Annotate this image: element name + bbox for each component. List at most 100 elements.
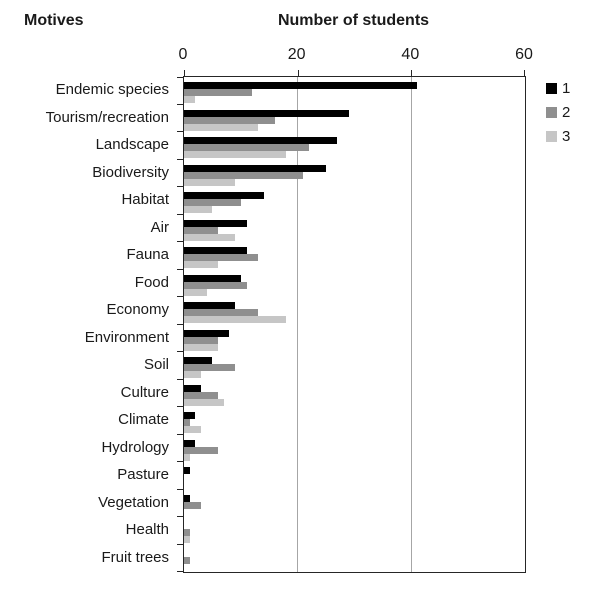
bar-series1-vegetation (184, 494, 190, 502)
y-tick-mark (177, 241, 184, 242)
bar-series1-economy (184, 302, 236, 309)
category-label-fruit-trees: Fruit trees (101, 548, 169, 566)
category-label-endemic-species: Endemic species (55, 81, 169, 99)
y-tick-mark (177, 406, 184, 407)
y-tick-mark (177, 544, 184, 545)
bar-series2-culture (184, 391, 219, 399)
y-tick-mark (177, 296, 184, 297)
y-tick-mark (177, 516, 184, 517)
legend-label-3: 3 (562, 127, 571, 145)
bar-series2-endemic-species (184, 89, 253, 96)
bar-series3-hydrology (184, 453, 190, 461)
category-labels: Endemic species Tourism/recreation Landsca… (0, 76, 176, 571)
legend-swatch-3 (546, 130, 557, 142)
bar-series1-pasture (184, 467, 190, 474)
gridline-20 (297, 77, 299, 572)
bar-series2-environment (184, 336, 219, 344)
legend-swatch-1 (546, 82, 557, 94)
category-label-air: Air (150, 218, 169, 236)
bar-series1-climate (184, 412, 196, 419)
bar-series1-hydrology (184, 439, 196, 447)
y-tick-mark (177, 571, 184, 572)
bar-series2-hydrology (184, 446, 219, 454)
bar-series3-fauna (184, 261, 219, 268)
bar-series3-health (184, 536, 190, 543)
bar-series3-landscape (184, 151, 287, 158)
bar-series3-habitat (184, 206, 213, 213)
category-label-vegetation: Vegetation (98, 493, 169, 511)
bar-series2-economy (184, 309, 258, 316)
bar-series3-climate (184, 426, 202, 433)
x-axis-title: Number of students (277, 12, 430, 29)
y-tick-mark (177, 269, 184, 270)
y-tick-mark (177, 104, 184, 105)
bar-series1-fauna (184, 247, 247, 254)
gridline-40 (410, 77, 412, 572)
category-label-tourism-recreation: Tourism/recreation (45, 108, 169, 126)
x-tick-mark-20 (297, 70, 299, 77)
category-label-soil: Soil (143, 356, 169, 374)
bar-series2-fruit-trees (184, 556, 190, 564)
bar-series3-endemic-species (184, 96, 196, 103)
x-tick-mark-40 (411, 70, 413, 77)
y-tick-mark (177, 434, 184, 435)
bar-series1-endemic-species (184, 82, 418, 89)
bar-series1-biodiversity (184, 164, 327, 172)
bar-series3-environment (184, 343, 219, 351)
bar-series1-air (184, 219, 247, 227)
y-tick-mark (177, 131, 184, 132)
category-label-culture: Culture (120, 383, 169, 401)
legend-swatch-2 (546, 106, 557, 118)
x-axis-tick-labels: 0 20 40 60 (179, 46, 533, 64)
x-tick-label-20: 20 (287, 46, 306, 63)
bar-series2-fauna (184, 254, 258, 261)
bar-series1-culture (184, 384, 202, 392)
legend-label-2: 2 (562, 103, 571, 121)
legend-label-1: 1 (562, 79, 571, 97)
y-tick-mark (177, 461, 184, 462)
legend: 1 2 3 (546, 76, 570, 148)
x-tick-mark-60 (524, 70, 525, 77)
bar-series2-habitat (184, 199, 241, 206)
bar-series3-economy (184, 316, 287, 323)
y-tick-mark (177, 351, 184, 352)
bar-series2-landscape (184, 144, 310, 151)
x-tick-mark-0 (184, 70, 185, 77)
bar-series2-air (184, 226, 219, 234)
bar-series1-soil (184, 357, 213, 364)
y-tick-mark (177, 186, 184, 187)
bar-series2-vegetation (184, 501, 202, 509)
plot-area (177, 70, 526, 573)
x-tick-label-0: 0 (178, 46, 188, 63)
y-tick-mark (177, 324, 184, 325)
bar-series3-tourism-recreation (184, 123, 258, 131)
y-tick-mark (177, 159, 184, 160)
bar-series3-air (184, 233, 236, 241)
category-label-food: Food (134, 273, 169, 291)
y-tick-mark (177, 489, 184, 490)
bar-series1-landscape (184, 137, 338, 144)
bar-series1-food (184, 274, 241, 282)
category-label-health: Health (125, 521, 169, 539)
y-tick-mark (177, 214, 184, 215)
y-tick-mark (177, 379, 184, 380)
bar-series3-culture (184, 398, 224, 406)
bar-series1-tourism-recreation (184, 109, 349, 117)
category-label-habitat: Habitat (121, 191, 169, 209)
y-axis-title: Motives (24, 12, 84, 29)
bar-series3-food (184, 288, 207, 296)
category-label-landscape: Landscape (95, 136, 169, 154)
legend-item-3: 3 (546, 124, 570, 148)
legend-item-2: 2 (546, 100, 570, 124)
category-label-hydrology: Hydrology (101, 438, 169, 456)
category-label-economy: Economy (106, 301, 169, 319)
x-tick-label-40: 40 (401, 46, 420, 63)
category-label-environment: Environment (84, 328, 169, 346)
bar-series1-habitat (184, 192, 264, 199)
category-label-climate: Climate (118, 411, 169, 429)
y-tick-mark (177, 77, 184, 78)
bar-series2-soil (184, 364, 236, 371)
bar-series2-tourism-recreation (184, 116, 275, 124)
bar-series3-soil (184, 371, 202, 378)
